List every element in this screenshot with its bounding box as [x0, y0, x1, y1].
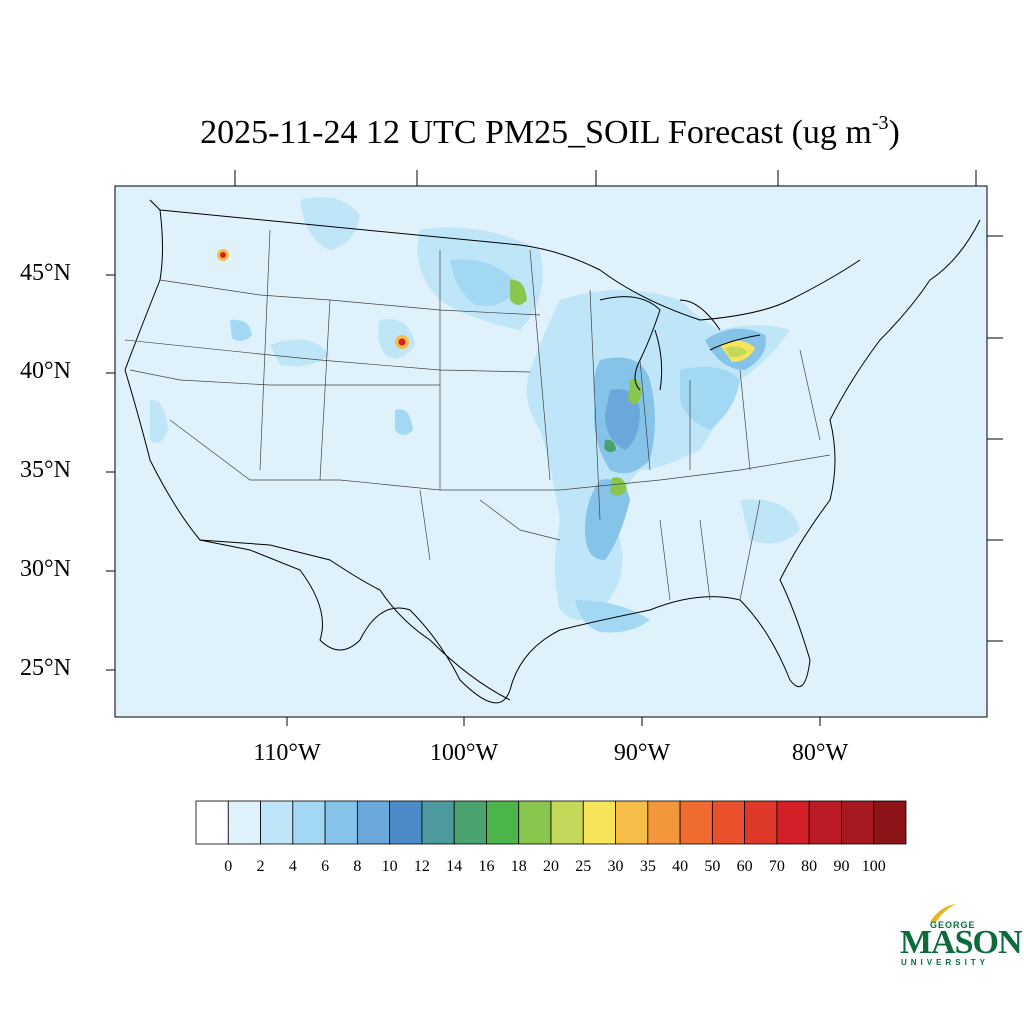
colorbar-tick-label: 0	[224, 858, 233, 875]
field-blob	[680, 366, 740, 430]
logo-bottom-text: UNIVERSITY	[901, 958, 990, 967]
colorbar-swatch	[744, 800, 778, 845]
field-blob	[450, 259, 520, 306]
colorbar-swatch	[486, 800, 520, 845]
field-blob	[725, 346, 748, 358]
us-outline	[124, 199, 981, 704]
lat-label: 40°N	[20, 358, 71, 384]
colorbar-tick-label: 18	[510, 858, 527, 875]
colorbar-tick-label: 20	[543, 858, 559, 875]
field-blob	[575, 600, 650, 633]
colorbar-tick-label: 2	[256, 858, 265, 875]
colorbar-swatch	[873, 800, 907, 845]
colorbar-swatch	[679, 800, 713, 845]
colorbar-tick-label: 60	[736, 858, 753, 875]
colorbar-swatch	[453, 800, 487, 845]
colorbar-tick-label: 14	[446, 858, 463, 875]
colorbar-tick-label: 12	[413, 858, 430, 875]
field-blob	[605, 389, 640, 450]
colorbar-swatch	[518, 800, 552, 845]
field-blob	[230, 319, 252, 341]
logo-top-text: GEORGE	[930, 920, 976, 930]
title-close: )	[888, 114, 900, 151]
field-blob	[395, 409, 413, 435]
field-blob	[628, 379, 642, 404]
colorbar-tick-label: 100	[861, 858, 886, 875]
field-blob	[740, 499, 800, 544]
canada-border	[159, 209, 861, 321]
colorbar-tick-label: 30	[607, 858, 624, 875]
boundaries	[124, 199, 981, 704]
swoosh-icon	[930, 904, 956, 922]
colorbar-tick-label: 50	[704, 858, 721, 875]
colorbar-swatch	[711, 800, 746, 845]
colorbar-swatch	[324, 800, 358, 845]
colorbar-swatch	[550, 800, 584, 845]
field-blob	[585, 479, 630, 560]
great-lakes	[599, 296, 761, 391]
colorbar-tick-label: 6	[321, 858, 330, 875]
lon-label: 90°W	[613, 740, 671, 766]
colorbar-swatch	[227, 800, 261, 845]
colorbar-swatch	[356, 800, 391, 845]
mexico-border	[199, 539, 511, 701]
colorbar-swatch	[808, 800, 842, 845]
title-text: 2025-11-24 12 UTC PM25_SOIL Forecast (ug…	[200, 114, 872, 151]
field-blob	[610, 477, 627, 496]
colorbar-tick-label: 70	[768, 858, 785, 875]
colorbar-tick-label: 40	[672, 858, 689, 875]
lat-label: 30°N	[20, 556, 71, 582]
lon-label: 110°W	[253, 740, 321, 766]
field-blob	[300, 197, 360, 250]
state-lines	[124, 229, 831, 601]
lat-label: 25°N	[20, 655, 71, 681]
colorbar-swatch	[421, 800, 455, 845]
lat-label: 45°N	[20, 260, 71, 286]
colorbar-swatch	[582, 800, 616, 845]
colorbar-tick-label: 16	[478, 858, 495, 875]
gmu-logo: GEORGE MASON UNIVERSITY	[898, 900, 1023, 972]
colorbar	[195, 800, 907, 845]
field-blob	[510, 279, 527, 305]
hotspot	[398, 338, 406, 346]
colorbar-tick-label: 25	[575, 858, 592, 875]
colorbar-swatch	[389, 800, 423, 845]
logo-main-text: MASON	[900, 924, 1023, 961]
field-blob	[604, 439, 616, 453]
field-blob	[150, 399, 168, 444]
colorbar-tick-label: 90	[833, 858, 850, 875]
lon-label: 80°W	[791, 740, 849, 766]
colorbar-tick-label: 10	[381, 858, 398, 875]
colorbar-swatch	[615, 800, 649, 845]
colorbar-swatch	[292, 800, 326, 845]
colorbar-tick-label: 4	[288, 858, 297, 875]
map-title: 2025-11-24 12 UTC PM25_SOIL Forecast (ug…	[0, 112, 1024, 152]
colorbar-swatch	[647, 800, 681, 845]
lat-label: 35°N	[20, 457, 71, 483]
colorbar-swatch	[776, 800, 810, 845]
tick-marks	[106, 170, 1003, 726]
colorbar-swatch	[195, 800, 229, 845]
colorbar-tick-label: 35	[639, 858, 656, 875]
colorbar-swatch	[260, 800, 294, 845]
colorbar-tick-label: 8	[353, 858, 362, 875]
colorbar-swatch	[841, 800, 875, 845]
colorbar-tick-label: 80	[801, 858, 818, 875]
lon-label: 100°W	[429, 740, 499, 766]
title-superscript: -3	[871, 112, 889, 134]
hotspot	[220, 252, 226, 258]
concentration-field	[150, 197, 800, 633]
